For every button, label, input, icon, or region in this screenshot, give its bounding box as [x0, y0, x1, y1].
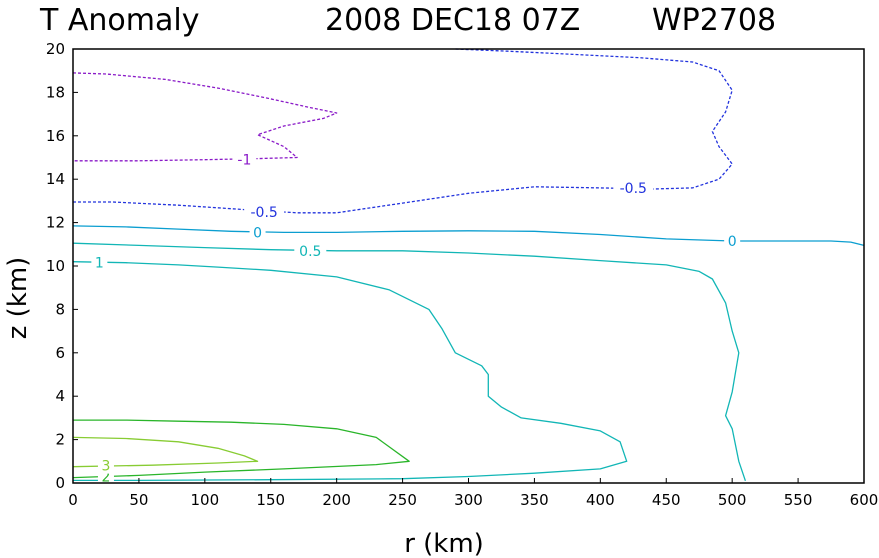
contour-lines [72, 48, 865, 482]
contour-line-neg1 [72, 72, 338, 162]
title-storm-id: WP2708 [652, 3, 776, 38]
contour-label-bg [232, 151, 257, 168]
y-tick-label: 10 [46, 257, 65, 275]
contour-label-bg [613, 179, 654, 196]
contour-label: 3 [101, 459, 110, 475]
y-tick-label: 16 [46, 127, 65, 145]
contour-line-1 [72, 261, 628, 482]
chart-title: T Anomaly 2008 DEC18 07Z WP2708 [39, 3, 776, 38]
contour-line-2 [72, 419, 410, 479]
contour-label: 1 [95, 256, 104, 272]
x-tick-label: 100 [191, 491, 220, 509]
contour-label: 0.5 [299, 244, 321, 260]
x-tick-label: 500 [718, 491, 747, 509]
contour-label-bg [244, 203, 285, 220]
y-tick-label: 12 [46, 214, 65, 232]
contour-label-bg [97, 457, 114, 474]
x-tick-label: 0 [68, 491, 78, 509]
contour-label: 2 [101, 469, 110, 485]
y-tick-label: 14 [46, 170, 65, 188]
x-tick-label: 550 [784, 491, 813, 509]
y-tick-label: 4 [55, 387, 65, 405]
contour-label: -1 [237, 153, 251, 169]
x-tick-label: 450 [652, 491, 681, 509]
x-tick-label: 50 [129, 491, 148, 509]
y-axis: 0 2 4 6 8 10 12 14 16 18 20 [46, 40, 78, 492]
contour-label-bg [294, 242, 327, 259]
y-tick-label: 20 [46, 40, 65, 58]
contour-label-bg [724, 233, 741, 250]
x-tick-label: 300 [454, 491, 483, 509]
title-variable: T Anomaly [39, 3, 199, 38]
x-tick-label: 400 [586, 491, 615, 509]
x-axis-title: r (km) [404, 529, 484, 558]
contour-label: -0.5 [250, 205, 277, 221]
x-tick-label: 150 [256, 491, 285, 509]
contour-line-0 [72, 225, 865, 247]
contour-line-3 [72, 436, 259, 468]
title-datetime: 2008 DEC18 07Z [325, 3, 580, 38]
y-axis-title: z (km) [3, 257, 33, 340]
contour-label: -0.5 [620, 181, 647, 197]
y-tick-label: 8 [55, 300, 65, 318]
y-tick-label: 6 [55, 344, 65, 362]
contour-label: 0 [728, 234, 737, 250]
x-tick-label: 350 [520, 491, 549, 509]
y-tick-label: 2 [55, 431, 65, 449]
contour-line-0p5 [72, 242, 747, 482]
x-tick-label: 200 [322, 491, 351, 509]
contour-labels: -1 -0.5 -0.5 0 0 0.5 1 23 [91, 151, 741, 485]
y-tick-label: 0 [55, 474, 65, 492]
contour-label-bg [91, 254, 108, 271]
x-tick-label: 600 [850, 491, 879, 509]
contour-label-bg [249, 224, 266, 241]
contour-line-neg0p5 [73, 48, 733, 214]
contour-label: 0 [253, 225, 262, 241]
y-tick-label: 18 [46, 83, 65, 101]
x-tick-label: 250 [388, 491, 417, 509]
x-axis: 0 50 100 150 200 250 300 350 400 450 500 550 600 [68, 478, 878, 509]
